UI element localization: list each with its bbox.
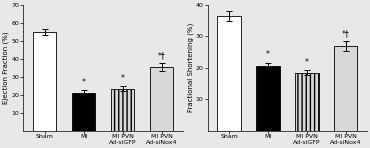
Text: *: * bbox=[266, 50, 270, 59]
Text: *†: *† bbox=[342, 29, 350, 38]
Text: *: * bbox=[121, 74, 125, 83]
Bar bbox=[256, 66, 280, 131]
Bar bbox=[218, 16, 241, 131]
Bar bbox=[150, 67, 173, 131]
Bar bbox=[334, 46, 357, 131]
Bar bbox=[111, 89, 134, 131]
Text: *: * bbox=[305, 58, 309, 67]
Bar bbox=[33, 32, 57, 131]
Bar bbox=[295, 73, 319, 131]
Y-axis label: Fractional Shortening (%): Fractional Shortening (%) bbox=[187, 23, 194, 112]
Text: *†: *† bbox=[158, 51, 165, 60]
Y-axis label: Ejection Fraction (%): Ejection Fraction (%) bbox=[3, 32, 9, 104]
Text: *: * bbox=[82, 78, 85, 87]
Bar bbox=[72, 93, 95, 131]
